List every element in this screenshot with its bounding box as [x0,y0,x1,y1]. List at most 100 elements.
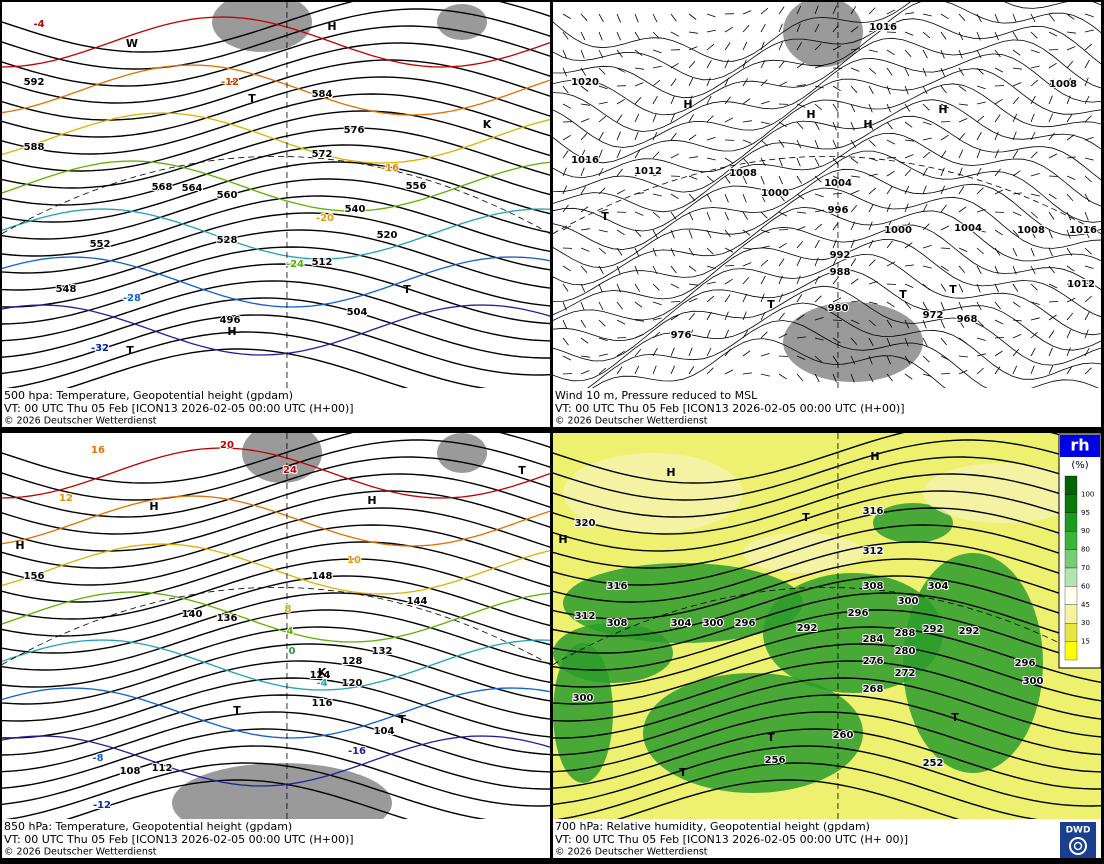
pressure-marker: T [126,344,134,357]
wind-barb [724,247,734,253]
caption: 500 hpa: Temperature, Geopotential heigh… [4,389,293,402]
wind-barb [616,189,626,195]
contour-label: 1004 [954,223,982,234]
contour-line [553,37,1101,116]
wind-barb [958,186,965,195]
contour-line [553,643,1101,705]
wind-barb [652,283,660,291]
wind-barb [1084,115,1092,123]
wind-barb [688,312,696,321]
wind-barb [1030,131,1036,141]
contour-line [553,677,1101,739]
wind-barb [886,157,897,159]
wind-barb [796,193,805,200]
wind-barb [580,49,585,59]
wind-barb [652,79,661,87]
wind-barb [868,103,873,113]
wind-barb [1030,283,1038,291]
wind-barb [688,211,694,221]
wind-barb [1066,297,1076,303]
isotherm [2,304,550,356]
wind-barb [562,150,569,159]
wind-barb [598,247,607,255]
wind-barb [904,319,910,329]
wind-barb [796,355,806,360]
wind-barb [850,239,855,249]
wind-barb [850,337,858,346]
valid-time: VT: 00 UTC Thu 05 Feb [ICON13 2026-02-05… [555,833,908,846]
contour-label: 292 [923,624,944,635]
wind-barb [994,49,1001,58]
contour-label: 560 [217,190,238,201]
copyright: © 2026 Deutscher Wetterdienst [555,416,708,427]
wind-barb [922,245,932,249]
contour-line [2,93,550,155]
contour-label: 304 [671,618,692,629]
contour-line [2,59,550,121]
wind-barb [1084,329,1089,339]
wind-barb [994,114,1001,123]
wind-barb [886,139,896,145]
logo-text: DWD [1066,826,1091,836]
wind-barb [832,222,839,231]
wind-barb [994,98,1003,105]
contour-label: 300 [703,618,724,629]
contour-line [2,677,550,739]
wind-barb [868,85,874,95]
wind-barb [1030,347,1036,357]
wind-barb [688,347,693,357]
wind-barb [1066,13,1075,20]
logo-box [1060,822,1096,858]
contour-label: 1008 [1049,79,1077,90]
isotherm-label: -8 [92,753,103,764]
wind-barb [886,121,893,130]
contour-line [2,507,550,569]
wind-barb [1030,113,1035,123]
wind-barb [724,265,735,267]
wind-barb [724,157,733,164]
pressure-marker: H [666,466,675,479]
wind-barb [994,247,1001,256]
wind-barb [652,347,658,357]
wind-barb [832,121,837,131]
wind-barb [742,59,747,69]
wind-barb [868,187,877,195]
isotherm-label: -28 [123,293,141,304]
contour-line [2,456,550,518]
wind-barb [1066,95,1071,105]
wind-barb [976,67,984,75]
wind-barb [796,211,806,214]
contour-label: 988 [830,267,851,278]
wind-barb [940,225,950,231]
wind-barb [832,5,837,15]
isotherm [2,447,550,499]
isotherm-label: -16 [348,746,366,757]
isotherm-label: -4 [316,678,327,689]
wind-barb [1012,82,1022,87]
wind-barb [760,41,765,51]
wind-barb [724,96,731,105]
wind-barb [760,373,770,377]
wind-barb [1012,319,1022,322]
wind-barb [1084,175,1092,183]
wind-barb [742,350,751,357]
isotherm-label: 12 [59,493,73,504]
logo-swirl [1069,837,1087,855]
wind-barb [634,131,639,141]
contour-label: 496 [220,315,241,326]
wind-barb [868,301,878,305]
wind-barb [1066,283,1076,286]
contour-line [5,762,487,819]
wind-barb [1048,49,1059,51]
wind-barb [922,67,927,77]
wind-barb [832,239,837,249]
wind-barb [796,121,804,129]
wind-barb [814,193,824,198]
wind-barb [1066,175,1076,180]
wind-barb [580,13,588,21]
wind-barb [652,331,661,339]
contour-line [553,575,1101,637]
contour-label: 124 [310,670,331,681]
panel: 1020 1016 1012 1008 1004 1000 996 992 988 980 976 9… [553,2,1101,427]
